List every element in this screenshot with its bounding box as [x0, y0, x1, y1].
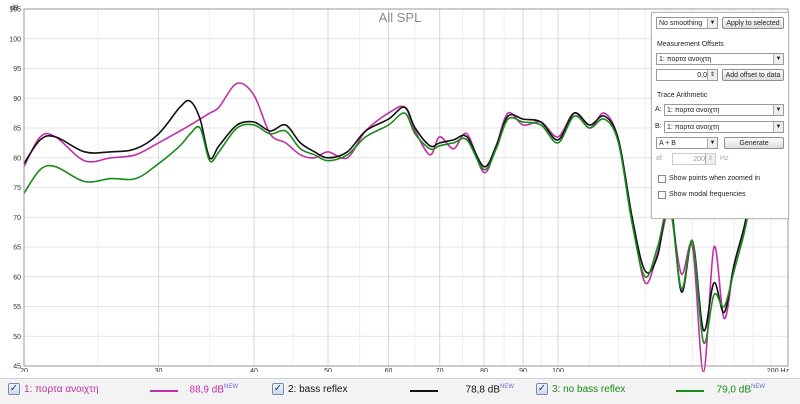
- smoothing-value: No smoothing: [659, 20, 703, 27]
- y-tick-label: 95: [13, 66, 21, 73]
- y-tick-label: 100: [9, 36, 21, 43]
- show-modal-label: Show modal frequencies: [669, 191, 746, 198]
- x-tick-label: 90: [519, 368, 527, 372]
- legend-checkbox-1[interactable]: ✓: [8, 383, 20, 395]
- chevron-down-icon: ▼: [773, 105, 783, 115]
- x-tick-label: 200 Hz: [767, 368, 790, 372]
- y-tick-label: 90: [13, 96, 21, 103]
- x-tick-label: 40: [250, 368, 258, 372]
- apply-to-selected-button[interactable]: Apply to selected: [722, 17, 784, 29]
- x-tick-label: 30: [155, 368, 163, 372]
- x-tick-label: 60: [385, 368, 393, 372]
- trace-a-select[interactable]: 1: πορτα ανοιχτη ▼: [664, 104, 784, 116]
- series-line-3: [23, 112, 789, 344]
- trace-b-select[interactable]: 1: πορτα ανοιχτη ▼: [664, 121, 784, 133]
- legend-value-2: 78,8 dBNEW: [465, 384, 514, 396]
- y-tick-label: 75: [13, 185, 21, 192]
- af-input[interactable]: 200 ⇕: [672, 153, 716, 165]
- series-line-2: [23, 99, 789, 332]
- trace-a-value: 1: πορτα ανοιχτη: [667, 107, 720, 114]
- offset-value: 0,0: [697, 72, 707, 79]
- legend-value-3: 79,0 dBNEW: [716, 384, 765, 396]
- offset-value-input[interactable]: 0,0 ⇕: [656, 69, 718, 81]
- x-tick-label: 50: [324, 368, 332, 372]
- legend-bar: ✓ 1: πορτα ανοιχτη 88,9 dBNEW ✓ 2: bass …: [0, 378, 800, 404]
- legend-checkbox-3[interactable]: ✓: [536, 383, 548, 395]
- spinner-icon[interactable]: ⇕: [707, 70, 717, 80]
- y-tick-label: 60: [13, 274, 21, 281]
- show-points-checkbox[interactable]: [658, 175, 666, 183]
- legend-name-2: 2: bass reflex: [288, 384, 348, 395]
- legend-value-1: 88,9 dBNEW: [189, 384, 238, 396]
- y-tick-label: 55: [13, 304, 21, 311]
- chevron-down-icon: ▼: [773, 122, 783, 132]
- y-tick-label: 45: [13, 364, 21, 371]
- x-tick-label: 20: [20, 368, 28, 372]
- chevron-down-icon: ▼: [707, 138, 717, 148]
- show-points-label: Show points when zoomed in: [669, 175, 761, 182]
- b-label: B:: [655, 123, 662, 130]
- offset-measurement-select[interactable]: 1: πορτα ανοιχτη ▼: [656, 53, 784, 65]
- smoothing-select[interactable]: No smoothing ▼: [656, 17, 718, 29]
- af-value: 200: [693, 156, 705, 163]
- chevron-down-icon: ▼: [707, 18, 717, 28]
- series-lines: [23, 82, 789, 372]
- x-tick-label: 80: [480, 368, 488, 372]
- offsets-heading: Measurement Offsets: [657, 41, 724, 48]
- operation-select[interactable]: A + B ▼: [656, 137, 718, 149]
- generate-button[interactable]: Generate: [724, 137, 784, 149]
- legend-swatch-1: [150, 390, 178, 392]
- legend-swatch-2: [410, 390, 438, 392]
- chevron-down-icon: ▼: [773, 54, 783, 64]
- legend-swatch-3: [676, 390, 704, 392]
- show-modal-checkbox[interactable]: [658, 191, 666, 199]
- arith-heading: Trace Arithmetic: [657, 92, 708, 99]
- controls-panel: No smoothing ▼ Apply to selected Measure…: [651, 12, 789, 219]
- y-tick-label: 80: [13, 155, 21, 162]
- x-tick-label: 100: [552, 368, 564, 372]
- trace-b-value: 1: πορτα ανοιχτη: [667, 124, 720, 131]
- y-tick-label: 105: [9, 7, 21, 14]
- y-tick-label: 85: [13, 126, 21, 133]
- legend-name-1: 1: πορτα ανοιχτη: [24, 384, 99, 395]
- legend-checkbox-2[interactable]: ✓: [272, 383, 284, 395]
- chart-title: All SPL: [379, 10, 422, 25]
- x-axis: 20 30 40 50 60 70 80 90 100 200 Hz: [20, 368, 789, 372]
- spinner-icon: ⇕: [705, 154, 715, 164]
- y-axis: 45 50 55 60 65 70 75 80 85 90 95 100 105: [9, 7, 21, 371]
- operation-value: A + B: [659, 140, 676, 147]
- legend-name-3: 3: no bass reflex: [552, 384, 626, 395]
- y-tick-label: 65: [13, 245, 21, 252]
- y-unit-label: dB: [10, 5, 19, 12]
- y-tick-label: 50: [13, 334, 21, 341]
- y-tick-label: 70: [13, 215, 21, 222]
- af-label: af:: [656, 155, 664, 162]
- x-tick-label: 70: [436, 368, 444, 372]
- a-label: A:: [655, 106, 662, 113]
- offset-measurement-value: 1: πορτα ανοιχτη: [659, 56, 712, 63]
- af-unit: Hz: [720, 155, 729, 162]
- add-offset-button[interactable]: Add offset to data: [722, 69, 784, 81]
